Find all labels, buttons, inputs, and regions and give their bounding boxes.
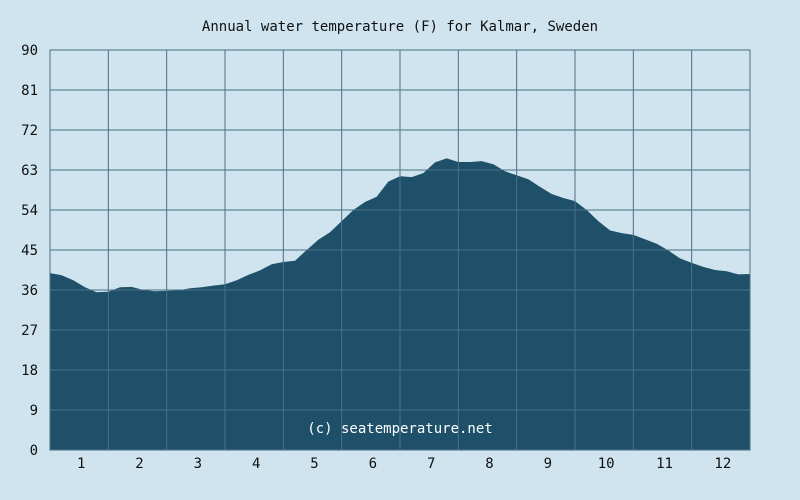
y-tick-label: 54: [21, 203, 38, 219]
y-tick-label: 18: [21, 363, 38, 379]
y-tick-label: 36: [21, 283, 38, 299]
y-tick-label: 45: [21, 243, 38, 259]
y-tick-label: 0: [30, 443, 38, 459]
y-tick-label: 90: [21, 43, 38, 59]
x-tick-label: 4: [252, 456, 260, 472]
x-tick-label: 9: [544, 456, 552, 472]
x-tick-label: 12: [714, 456, 731, 472]
chart-title: Annual water temperature (F) for Kalmar,…: [201, 19, 599, 35]
x-tick-label: 10: [598, 456, 615, 472]
x-tick-label: 3: [194, 456, 202, 472]
x-tick-label: 6: [369, 456, 377, 472]
watermark-text: (c) seatemperature.net: [307, 421, 492, 437]
y-tick-label: 81: [21, 83, 38, 99]
y-tick-label: 72: [21, 123, 38, 139]
x-tick-label: 1: [77, 456, 85, 472]
x-tick-label: 7: [427, 456, 435, 472]
y-tick-label: 9: [30, 403, 38, 419]
plot-frame: [49, 49, 751, 451]
y-tick-label: 63: [21, 163, 38, 179]
x-tick-label: 5: [310, 456, 318, 472]
y-tick-label: 27: [21, 323, 38, 339]
x-tick-label: 11: [656, 456, 673, 472]
x-tick-label: 8: [485, 456, 493, 472]
x-tick-label: 2: [135, 456, 143, 472]
